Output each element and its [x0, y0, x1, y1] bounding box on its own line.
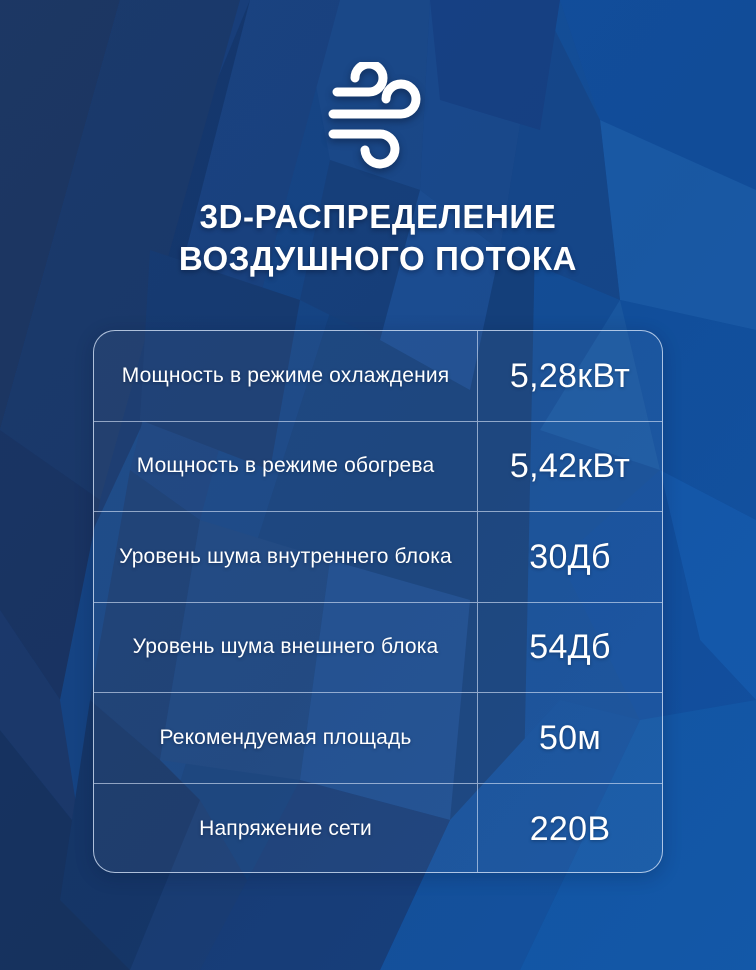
spec-value: 54Дб	[529, 628, 611, 667]
wind-icon-container	[0, 62, 756, 175]
spec-label: Уровень шума внутреннего блока	[94, 512, 478, 602]
table-row: Уровень шума внутреннего блока 30Дб	[94, 512, 662, 603]
spec-value: 5,28кВт	[509, 356, 631, 395]
table-row: Уровень шума внешнего блока 54Дб	[94, 602, 662, 693]
spec-label: Рекомендуемая площадь	[94, 693, 478, 783]
table-row: Мощность в режиме охлаждения 5,28кВт	[94, 331, 662, 422]
table-row: Мощность в режиме обогрева 5,42кВт	[94, 421, 662, 512]
table-row: Рекомендуемая площадь 50м	[94, 693, 662, 784]
spec-table: Мощность в режиме охлаждения 5,28кВт Мощ…	[93, 330, 663, 873]
spec-label: Мощность в режиме охлаждения	[94, 331, 478, 421]
spec-label: Напряжение сети	[94, 783, 478, 872]
spec-value: 30Дб	[529, 537, 611, 576]
spec-label: Мощность в режиме обогрева	[94, 421, 478, 511]
page-title: 3D-РАСПРЕДЕЛЕНИЕ ВОЗДУШНОГО ПОТОКА	[178, 198, 578, 277]
spec-value: 220В	[529, 809, 611, 848]
spec-value: 5,42кВт	[509, 447, 631, 486]
wind-icon	[328, 62, 421, 169]
table-row: Напряжение сети 220В	[94, 783, 662, 872]
spec-value: 50м	[538, 718, 602, 757]
spec-label: Уровень шума внешнего блока	[94, 602, 478, 692]
